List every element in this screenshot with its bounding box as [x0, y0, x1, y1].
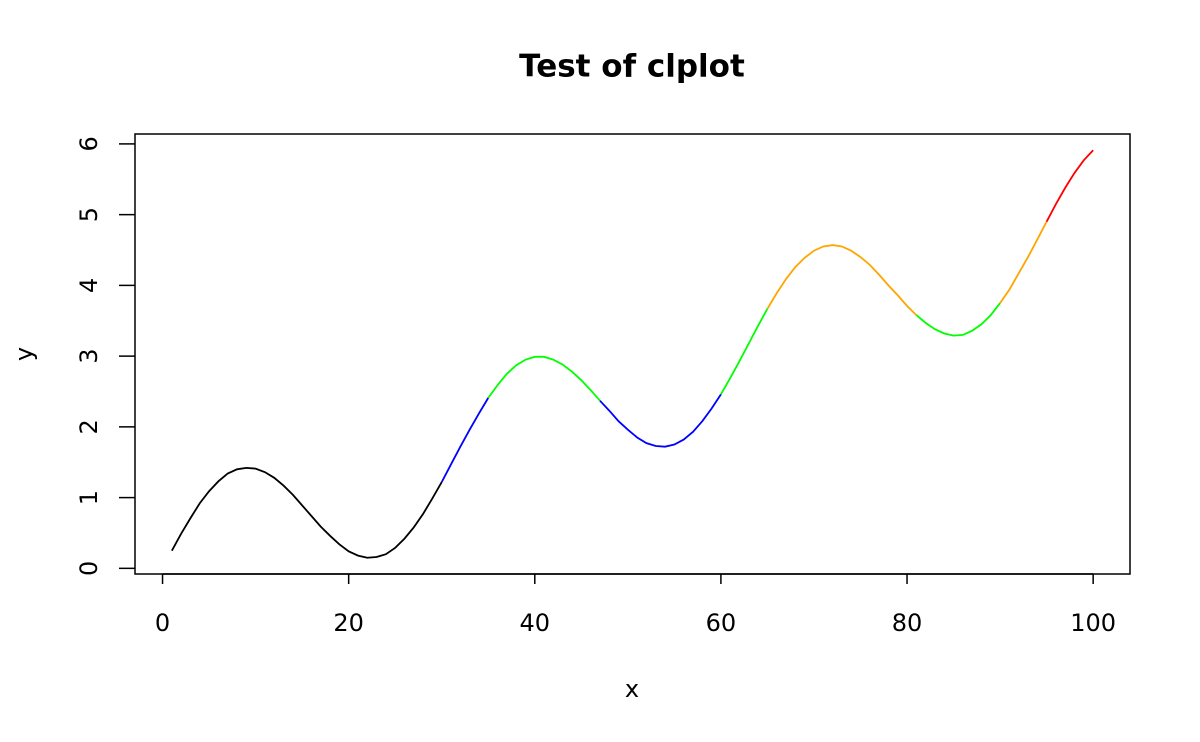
x-axis-label: x	[625, 675, 639, 703]
y-tick-label: 1	[75, 490, 103, 505]
line-segment	[1045, 149, 1094, 223]
plot-frame	[134, 133, 1131, 575]
y-tick-label: 6	[75, 136, 103, 151]
y-axis-label: y	[10, 347, 38, 361]
y-tick-label: 5	[75, 207, 103, 222]
line-segment	[599, 393, 722, 448]
line-segment	[487, 355, 601, 402]
line-segment	[999, 221, 1048, 304]
line-segment	[171, 466, 443, 559]
x-tick-label: 80	[892, 609, 923, 637]
line-segment	[440, 397, 490, 483]
y-tick-label: 4	[75, 278, 103, 293]
line-segment	[915, 302, 1001, 337]
line-segment	[766, 244, 917, 316]
x-tick-label: 20	[333, 609, 364, 637]
x-tick-label: 0	[155, 609, 170, 637]
x-tick-label: 100	[1070, 609, 1116, 637]
y-tick-label: 0	[75, 561, 103, 576]
chart-title: Test of clplot	[519, 49, 745, 85]
y-tick-label: 3	[75, 348, 103, 363]
line-segment	[720, 308, 769, 395]
x-tick-label: 40	[520, 609, 551, 637]
y-tick-label: 2	[75, 419, 103, 434]
x-tick-label: 60	[706, 609, 737, 637]
